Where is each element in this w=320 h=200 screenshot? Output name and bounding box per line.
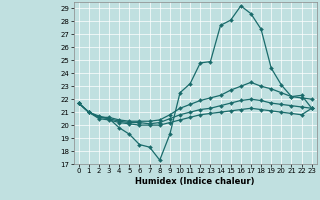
X-axis label: Humidex (Indice chaleur): Humidex (Indice chaleur) [135, 177, 255, 186]
